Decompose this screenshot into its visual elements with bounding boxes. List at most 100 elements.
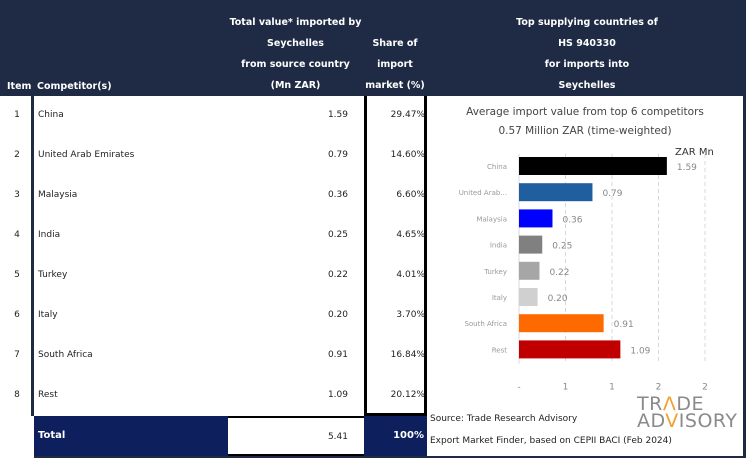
total-share: 100% xyxy=(364,416,427,456)
row-competitor: China xyxy=(38,110,64,120)
logo-text: ISORY xyxy=(678,410,738,432)
bar xyxy=(519,235,543,254)
table-row: 4 India 0.25 4.65% xyxy=(0,216,427,256)
data-label: 0.36 xyxy=(562,215,582,225)
table-row: 6 Italy 0.20 3.70% xyxy=(0,296,427,336)
row-value: 0.20 xyxy=(327,310,348,320)
logo-text: DE xyxy=(676,393,704,415)
source-line-1: Source: Trade Research Advisory xyxy=(430,414,578,424)
header-top-suppliers: Top supplying countries of HS 940330 for… xyxy=(428,12,746,96)
row-competitor: Malaysia xyxy=(38,190,78,200)
share-column xyxy=(364,96,427,416)
bar xyxy=(519,209,553,228)
category-label: Turkey xyxy=(483,268,507,276)
header-line: Share of xyxy=(372,38,418,49)
row-share: 4.01% xyxy=(396,270,425,280)
data-label: 0.20 xyxy=(548,294,568,304)
data-label: 0.79 xyxy=(602,189,622,199)
unit-label: ZAR Mn xyxy=(675,147,714,158)
row-competitor: Rest xyxy=(38,390,58,400)
row-share: 3.70% xyxy=(396,310,425,320)
row-share: 6.60% xyxy=(396,190,425,200)
x-tick-label: 2 xyxy=(656,383,662,393)
row-item-number: 2 xyxy=(14,150,20,160)
table-row: 5 Turkey 0.22 4.01% xyxy=(0,256,427,296)
header-competitor: Competitor(s) xyxy=(37,81,112,92)
table-row: 7 South Africa 0.91 16.84% xyxy=(0,336,427,376)
category-label: South Africa xyxy=(464,320,507,328)
header-item: Item xyxy=(7,81,32,92)
row-share: 29.47% xyxy=(390,110,425,120)
data-label: 0.22 xyxy=(549,268,569,278)
row-value: 1.09 xyxy=(327,390,348,400)
header-total-value: Total value* imported by Seychelles from… xyxy=(228,12,363,96)
header-line: Top supplying countries of xyxy=(516,17,658,28)
category-label: China xyxy=(487,163,507,171)
x-tick-label: - xyxy=(517,383,520,393)
row-value: 0.91 xyxy=(327,350,348,360)
row-item-number: 7 xyxy=(14,350,20,360)
table-row: 1 China 1.59 29.47% xyxy=(0,96,427,136)
row-item-number: 6 xyxy=(14,310,20,320)
row-competitor: Italy xyxy=(38,310,58,320)
x-tick-label: 1 xyxy=(563,383,569,393)
header-line: import xyxy=(377,59,413,70)
row-value: 0.79 xyxy=(327,150,348,160)
logo-text: TR xyxy=(637,393,663,415)
row-value: 0.22 xyxy=(327,270,348,280)
bar xyxy=(519,314,604,333)
header-line: Total value* imported by xyxy=(229,17,362,28)
total-blank-cell xyxy=(0,416,34,458)
x-tick-label: 1 xyxy=(609,383,615,393)
bar xyxy=(519,340,621,359)
category-label: India xyxy=(490,242,507,250)
row-competitor: Turkey xyxy=(38,270,68,280)
item-column xyxy=(0,96,34,416)
category-label: Rest xyxy=(492,346,508,354)
data-label: 0.91 xyxy=(614,320,634,330)
total-value: 5.41 xyxy=(228,416,364,456)
logo-accent: Λ xyxy=(662,393,677,415)
header-share: Share of import market (%) xyxy=(365,33,425,96)
x-tick-label: 2 xyxy=(702,383,708,393)
category-label: Malaysia xyxy=(476,215,507,223)
competitor-column xyxy=(34,96,364,416)
bar xyxy=(519,157,667,175)
chart-title: Average import value from top 6 competit… xyxy=(466,106,704,118)
data-label: 0.25 xyxy=(552,242,572,252)
header-line: (Mn ZAR) xyxy=(270,80,321,91)
row-competitor: South Africa xyxy=(38,350,93,360)
bar xyxy=(519,183,593,202)
source-line-2: Export Market Finder, based on CEPII BAC… xyxy=(430,436,672,446)
bar xyxy=(519,288,538,306)
row-share: 16.84% xyxy=(390,350,425,360)
data-label: 1.09 xyxy=(630,346,650,356)
header-line: Seychelles xyxy=(558,80,616,91)
row-value: 0.36 xyxy=(327,190,348,200)
bar xyxy=(519,261,540,280)
bar-chart: ZAR Mn China 1.59 United Arab... 0.79 Malaysi… xyxy=(459,147,714,393)
total-label: Total xyxy=(34,416,228,456)
trade-advisory-logo: TRΛDE ADVISORY xyxy=(637,393,738,432)
table-row: 8 Rest 1.09 20.12% xyxy=(0,376,427,416)
row-competitor: United Arab Emirates xyxy=(38,150,135,160)
chart-subtitle: 0.57 Million ZAR (time-weighted) xyxy=(498,125,672,137)
header-line: Seychelles xyxy=(267,38,324,49)
row-item-number: 1 xyxy=(14,110,20,120)
table-row: 3 Malaysia 0.36 6.60% xyxy=(0,176,427,216)
category-label: Italy xyxy=(492,294,507,302)
table-row: 2 United Arab Emirates 0.79 14.60% xyxy=(0,136,427,176)
row-value: 1.59 xyxy=(327,110,348,120)
header-line: for imports into xyxy=(544,59,630,70)
row-item-number: 5 xyxy=(14,270,20,280)
row-item-number: 8 xyxy=(14,390,20,400)
row-share: 14.60% xyxy=(390,150,425,160)
header-line: HS 940330 xyxy=(558,38,616,49)
logo-accent: V xyxy=(665,410,679,432)
row-item-number: 4 xyxy=(14,230,20,240)
header-line: market (%) xyxy=(365,80,425,91)
row-value: 0.25 xyxy=(327,230,348,240)
row-share: 20.12% xyxy=(390,390,425,400)
category-label: United Arab... xyxy=(459,189,507,197)
chart-panel: Average import value from top 6 competit… xyxy=(427,96,743,456)
